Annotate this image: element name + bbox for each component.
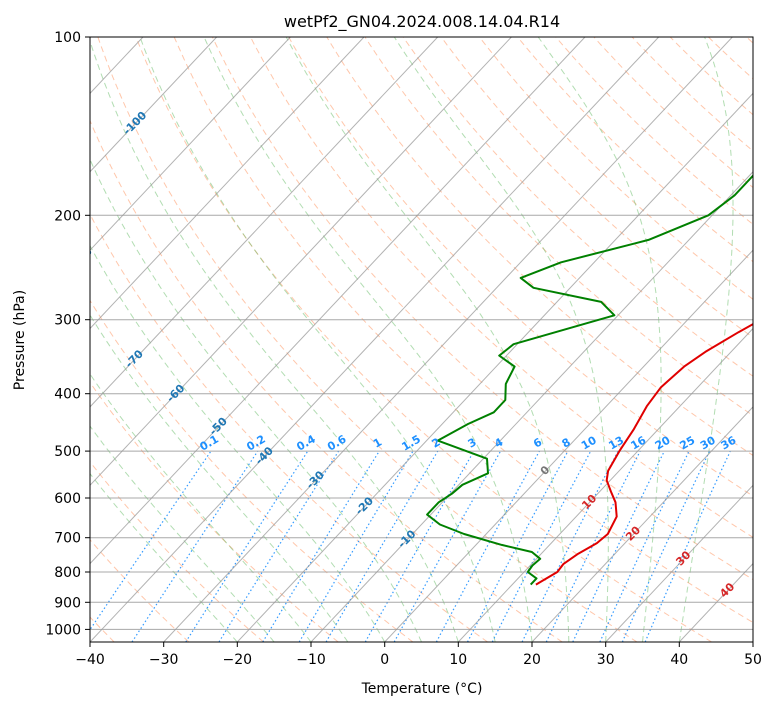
grid-lines (0, 37, 753, 642)
y-tick-label: 1000 (45, 622, 81, 638)
dry-adiabat-line (211, 37, 753, 581)
moist-adiabat-line (203, 37, 533, 642)
isotherm-line (90, 37, 439, 408)
moist-adiabat-line (90, 314, 349, 642)
mixing-ratio-line (435, 450, 540, 642)
isotherm-line (310, 171, 753, 642)
isotherm-line (90, 37, 660, 642)
moist-adiabat-line (139, 37, 496, 642)
y-tick-label: 700 (54, 531, 81, 547)
y-axis: 100 200 300 400 500 600 700 800 900 1000 (45, 30, 90, 638)
y-tick-label: 800 (54, 565, 81, 581)
isotherm-line (90, 37, 586, 565)
y-tick-label: 200 (54, 208, 81, 224)
chart-title: wetPf2_GN04.2024.008.14.04.R14 (284, 12, 560, 32)
y-tick-label: 900 (54, 595, 81, 611)
y-tick-label: 400 (54, 387, 81, 403)
moist-adiabat-line (90, 244, 386, 642)
isotherm-line (90, 37, 291, 251)
x-tick-label: 40 (670, 652, 688, 668)
dewpoint-profile-line (426, 174, 753, 586)
plot-area (90, 37, 753, 642)
dry-adiabat-line (90, 538, 190, 642)
isotherm-line (605, 484, 753, 642)
mixing-ratio-line (262, 450, 380, 642)
x-tick-label: 0 (380, 652, 389, 668)
dry-adiabat-line (402, 37, 753, 377)
x-axis-label: Temperature (°C) (361, 681, 483, 697)
dry-adiabat-line (135, 37, 712, 642)
moist-adiabat-line (393, 37, 609, 642)
x-tick-label: 50 (744, 652, 762, 668)
moist-adiabat-line (537, 37, 662, 642)
isotherm-line (90, 37, 218, 173)
isotherm-line (384, 249, 753, 642)
moist-adiabat-line (90, 425, 275, 642)
dry-adiabat-line (173, 37, 753, 624)
dry-adiabat-line (326, 37, 753, 457)
y-axis-label: Pressure (hPa) (12, 290, 28, 390)
series-group (426, 174, 753, 586)
dry-adiabat-line (90, 119, 563, 642)
moist-adiabat-line (90, 39, 459, 642)
background-lines (90, 37, 753, 642)
dry-adiabat-line (517, 37, 753, 263)
y-tick-label: 100 (54, 30, 81, 46)
isotherm-line (236, 92, 753, 642)
mixing-ratio-line (545, 450, 641, 642)
dry-adiabat-line (97, 37, 638, 642)
isotherm-line (90, 37, 512, 487)
mixing-ratio-label-group: 0.1 0.2 0.4 0.6 1 1.5 2 3 4 6 8 10 13 16 20 25 30 36 (198, 432, 739, 453)
x-tick-label: 20 (523, 652, 541, 668)
mixing-ratio-line (521, 450, 619, 642)
y-tick-label: 300 (54, 313, 81, 329)
mixing-ratio-line (185, 450, 309, 642)
x-tick-label: −10 (296, 652, 326, 668)
dry-adiabat-line (90, 460, 264, 642)
x-tick-label: 30 (597, 652, 615, 668)
moist-adiabat-line (678, 37, 734, 642)
isotherm-line (163, 37, 733, 642)
dry-adiabat-line (364, 37, 753, 417)
dry-adiabat-line (250, 37, 753, 538)
dry-adiabat-line (555, 37, 753, 225)
x-tick-label: −40 (75, 652, 105, 668)
isotherm-line (90, 37, 365, 330)
x-tick-label: −30 (149, 652, 179, 668)
x-tick-label: −20 (223, 652, 253, 668)
mixing-ratio-line (621, 450, 711, 642)
moist-adiabat-line (285, 37, 570, 642)
mixing-ratio-line (90, 450, 212, 631)
isotherm-line (0, 37, 69, 642)
x-tick-label: 10 (449, 652, 467, 668)
isotherm-line (531, 406, 753, 642)
x-axis: −40 −30 −20 −10 0 10 20 30 40 50 (75, 642, 762, 668)
isotherm-line (752, 641, 753, 642)
isotherm-line (457, 327, 753, 642)
dry-adiabat-line (288, 37, 753, 497)
isotherm-label: -80 (67, 328, 90, 351)
temperature-profile-line (535, 323, 753, 586)
isotherm-label: -90 (72, 245, 95, 268)
mixing-ratio-line (393, 450, 502, 642)
y-tick-label: 600 (54, 491, 81, 507)
plot-frame (89, 36, 754, 643)
y-tick-label: 500 (54, 444, 81, 460)
